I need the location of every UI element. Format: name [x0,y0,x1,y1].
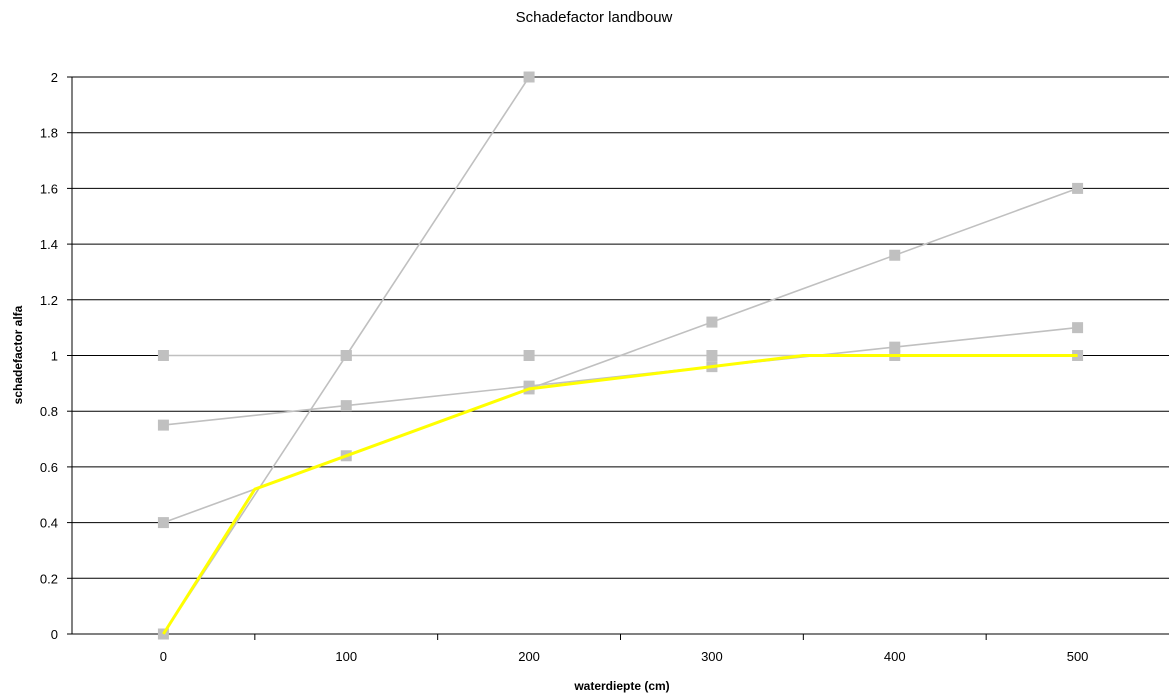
series-1-point-4 [889,341,901,353]
y-tick-label-1: 0.2 [40,571,58,586]
x-tick-label-0: 0 [160,649,167,664]
series-1-point-5 [1072,322,1084,334]
x-tick-label-4: 400 [884,649,906,664]
y-tick-label-10: 2 [51,70,58,85]
chart-title: Schadefactor landbouw [516,9,673,26]
x-axis-label: waterdiepte (cm) [573,679,669,693]
y-tick-label-7: 1.4 [40,237,58,252]
y-tick-label-6: 1.2 [40,293,58,308]
series-line-4 [162,354,1078,635]
axes [67,76,1169,640]
gridlines [72,76,1169,579]
series-group [157,71,1084,640]
x-tick-label-1: 100 [335,649,357,664]
y-tick-label-4: 0.8 [40,404,58,419]
series-1-point-0 [157,419,169,431]
y-tick-label-0: 0 [51,627,58,642]
series-2-point-4 [889,249,901,261]
y-axis-label: schadefactor alfa [11,305,25,404]
series-2-point-0 [157,517,169,529]
x-tick-label-5: 500 [1067,649,1089,664]
series-0-point-3 [706,350,718,361]
series-0-point-2 [523,350,535,361]
x-tick-label-3: 300 [701,649,723,664]
series-1-point-1 [340,400,352,412]
x-tick-label-2: 200 [518,649,540,664]
series-2-point-3 [706,316,718,328]
y-tick-labels: 0 0.2 0.4 0.6 0.8 1 1.2 1.4 1.6 1.8 2 [40,70,58,642]
series-3-point-2 [523,71,535,83]
series-2-point-5 [1072,182,1084,194]
y-tick-label-3: 0.6 [40,460,58,475]
x-tick-labels: 0 100 200 300 400 500 [160,649,1089,664]
y-tick-label-5: 1 [51,349,58,364]
y-tick-label-2: 0.4 [40,516,58,531]
y-tick-label-8: 1.6 [40,181,58,196]
y-tick-label-9: 1.8 [40,126,58,141]
series-0-point-0 [157,350,169,361]
series-3-point-1 [340,350,352,361]
